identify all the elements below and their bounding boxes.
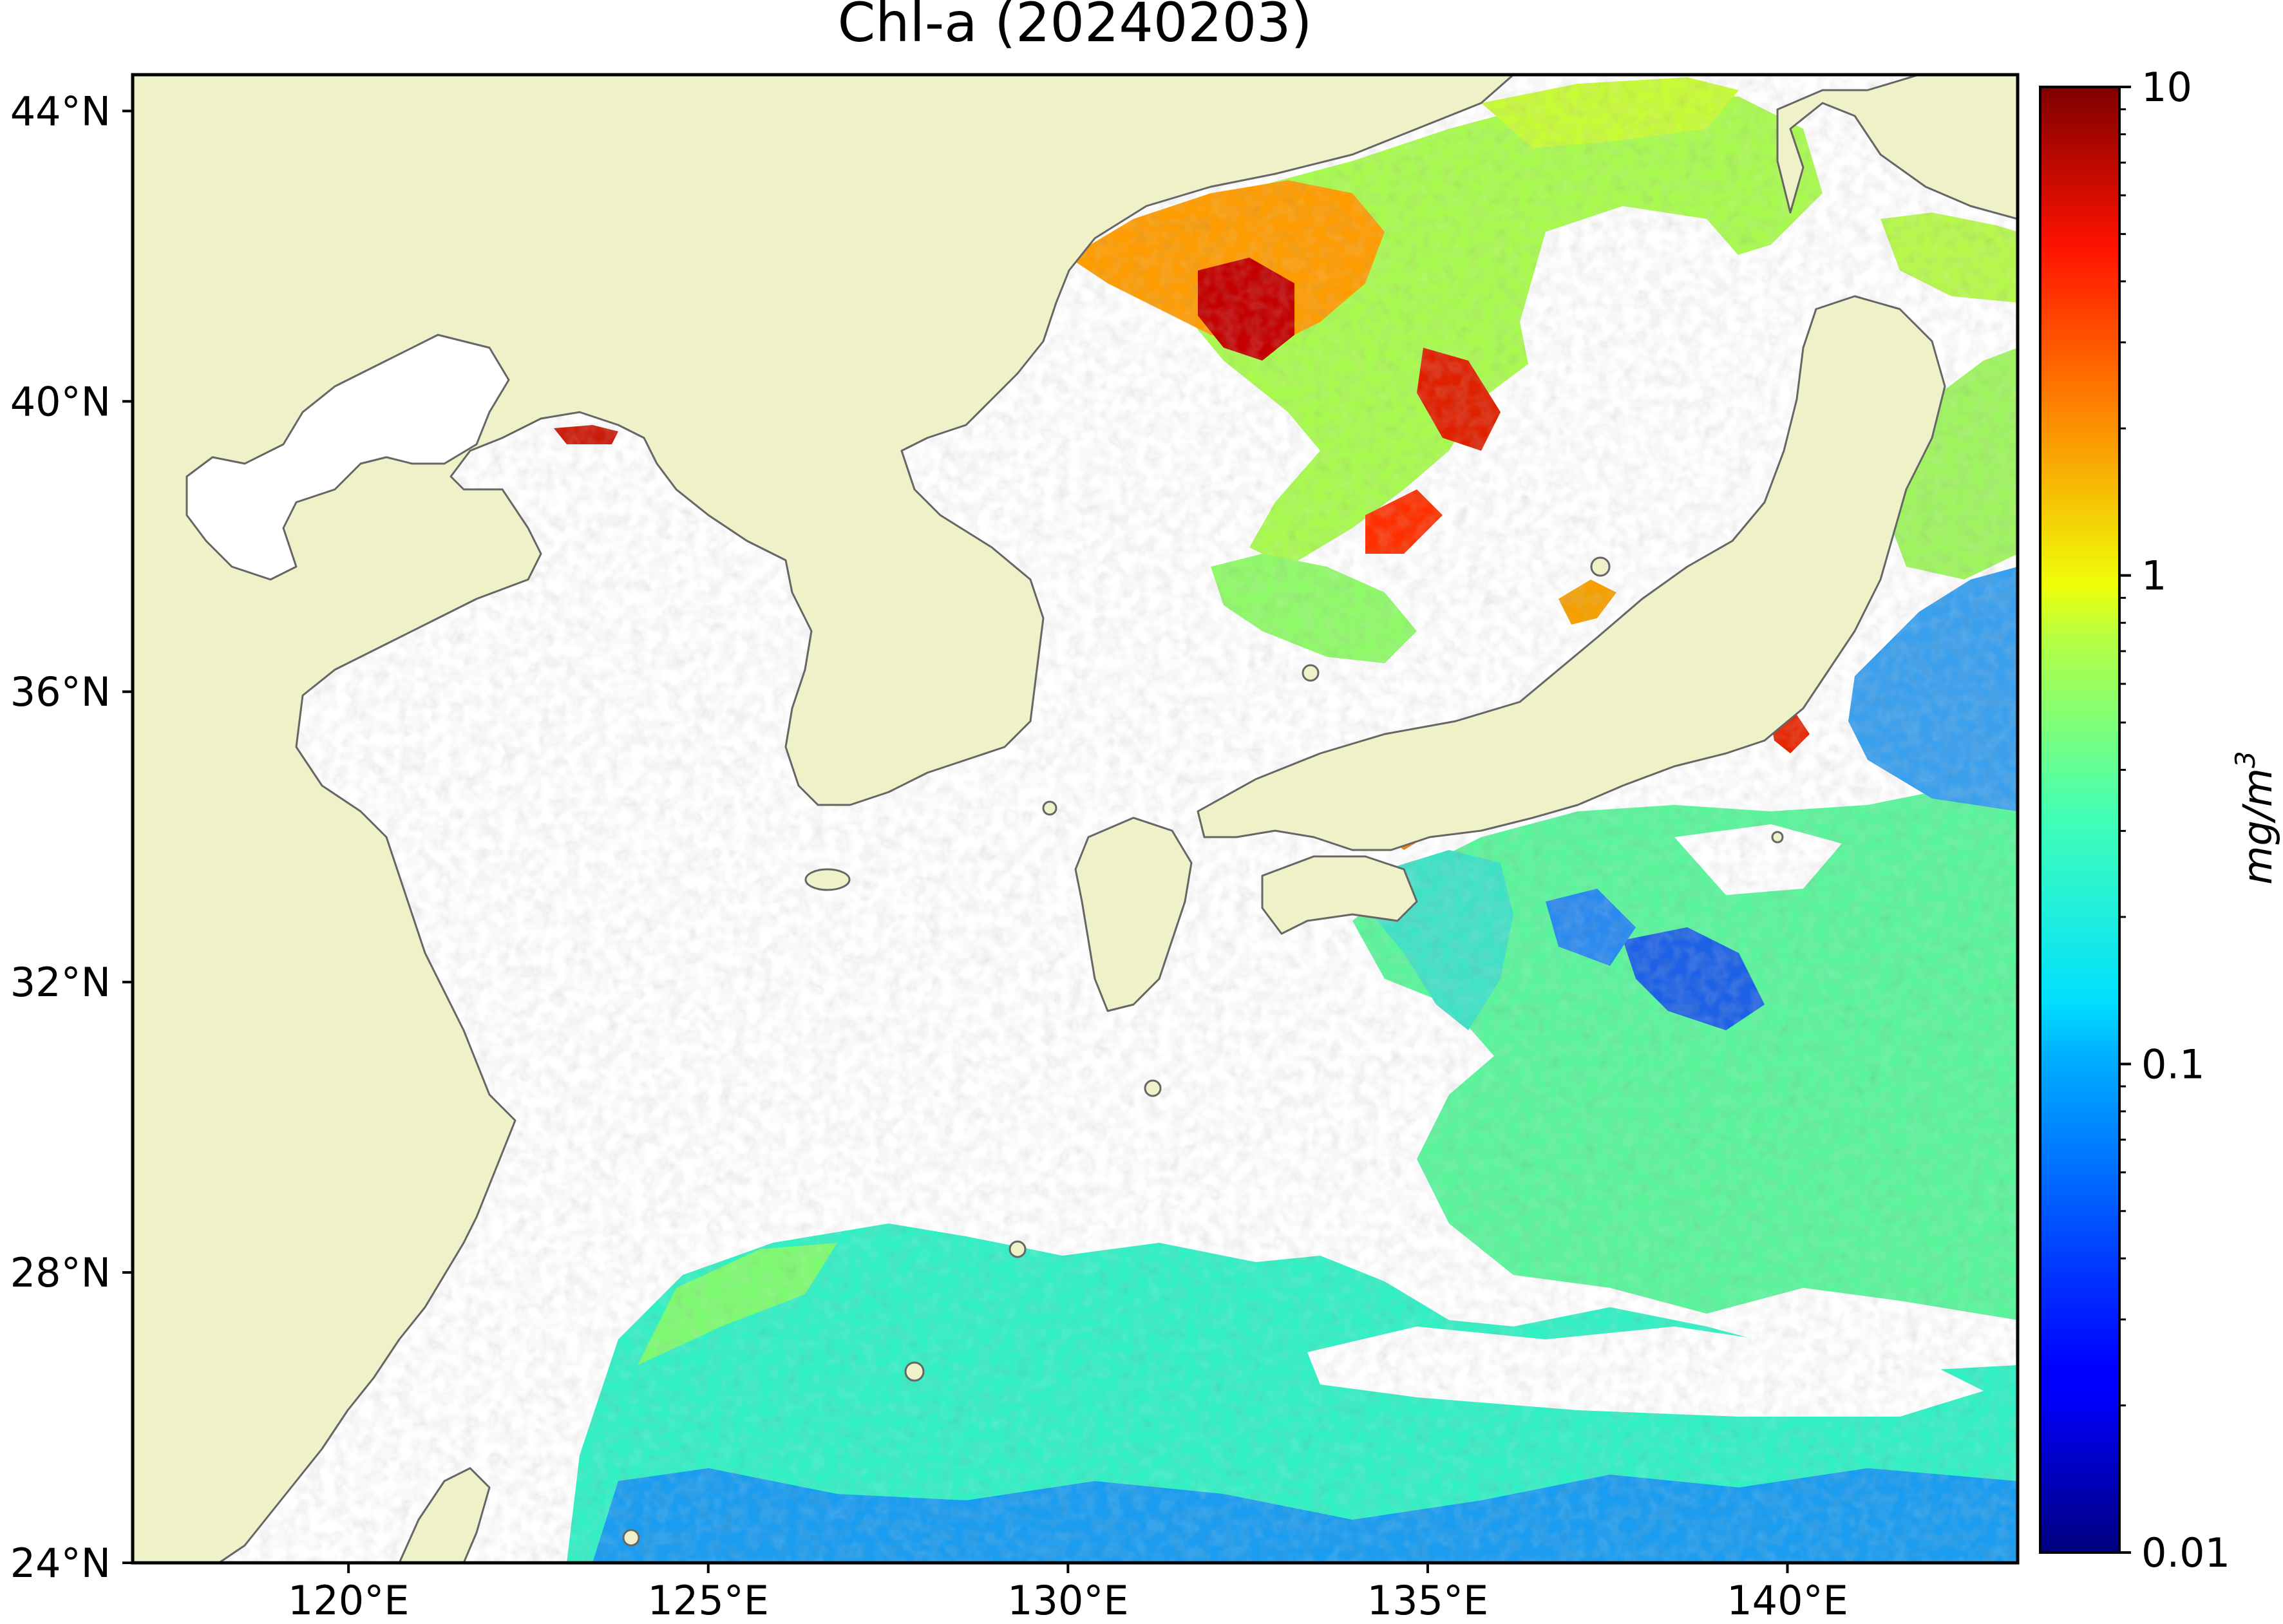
land-kyushu bbox=[1074, 817, 1193, 1012]
x-axis: 120°E 125°E 130°E 135°E 140°E bbox=[288, 1563, 1848, 1624]
x-tick-label-0: 120°E bbox=[288, 1577, 410, 1624]
colorbar: 10 1 0.1 0.01 mg/m3 bbox=[2039, 64, 2281, 1576]
colorbar-tick-label-2: 0.1 bbox=[2141, 1041, 2205, 1088]
land-taiwan bbox=[398, 1467, 491, 1563]
chart-title: Chl-a (20240203) bbox=[838, 0, 1312, 54]
land-shikoku bbox=[1261, 855, 1418, 935]
colorbar-gradient bbox=[2039, 86, 2121, 1554]
sea-bohai bbox=[185, 334, 510, 581]
colorbar-unit: mg/m bbox=[2234, 768, 2281, 885]
y-tick-label-3: 36°N bbox=[10, 668, 111, 715]
x-tick-label-2: 130°E bbox=[1007, 1577, 1129, 1624]
colorbar-label: mg/m3 bbox=[2230, 751, 2281, 885]
land-ishigaki bbox=[622, 1529, 640, 1547]
land-amami bbox=[1009, 1240, 1027, 1258]
x-tick-label-3: 135°E bbox=[1367, 1577, 1489, 1624]
land-honshu bbox=[1197, 295, 1946, 851]
x-tick-label-4: 140°E bbox=[1727, 1577, 1848, 1624]
map-area bbox=[133, 75, 2018, 1563]
colorbar-ticks: 10 1 0.1 0.01 bbox=[2119, 64, 2230, 1576]
colorbar-tick-label-1: 1 bbox=[2141, 552, 2166, 600]
y-tick-label-5: 44°N bbox=[10, 88, 111, 135]
colorbar-unit-sup: 3 bbox=[2230, 751, 2261, 768]
y-tick-label-4: 40°N bbox=[10, 378, 111, 425]
colorbar-tick-label-0: 10 bbox=[2141, 64, 2192, 111]
y-tick-label-1: 28°N bbox=[10, 1249, 111, 1296]
colorbar-tick-label-3: 0.01 bbox=[2141, 1529, 2230, 1576]
land bbox=[133, 75, 2018, 1563]
x-tick-label-1: 125°E bbox=[647, 1577, 769, 1624]
land-hokkaido bbox=[1776, 75, 2018, 220]
y-tick-label-0: 24°N bbox=[10, 1540, 111, 1587]
land-tsushima bbox=[1042, 800, 1057, 816]
land-izu-1 bbox=[1771, 831, 1784, 844]
land-oki bbox=[1302, 664, 1320, 682]
y-axis: 24°N 28°N 32°N 36°N 40°N 44°N bbox=[10, 88, 133, 1587]
land-mainland-asia bbox=[133, 75, 1515, 1563]
land-yakushima bbox=[1144, 1079, 1162, 1097]
land-okinawa bbox=[904, 1361, 925, 1382]
land-sado bbox=[1590, 556, 1611, 577]
y-tick-label-2: 32°N bbox=[10, 959, 111, 1006]
land-jeju bbox=[804, 868, 851, 891]
map-frame bbox=[131, 73, 2020, 1565]
